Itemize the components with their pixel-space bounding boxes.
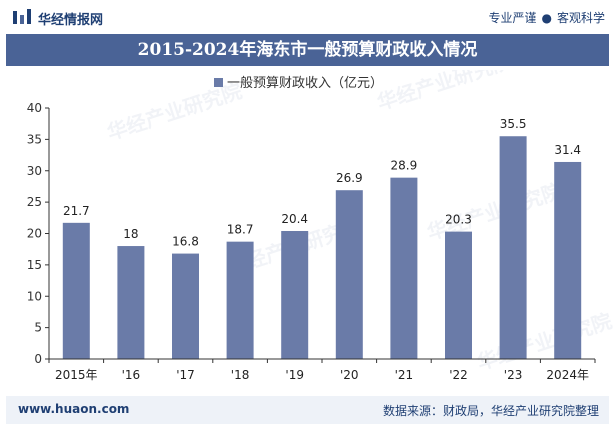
data-label-3: 18.7 (227, 223, 254, 237)
x-tick-label-7: '22 (449, 368, 468, 382)
bar-2 (172, 253, 199, 359)
bar-9 (554, 161, 582, 359)
x-tick-label-9: 2024年 (546, 368, 589, 382)
footer: www.huaon.com 数据来源：财政局，华经产业研究院整理 (6, 396, 609, 424)
data-source: 数据来源：财政局，华经产业研究院整理 (382, 404, 599, 418)
x-tick-label-0: 2015年 (55, 368, 98, 382)
x-tick-label-4: '19 (285, 368, 304, 382)
x-tick-label-8: '23 (504, 368, 523, 382)
data-label-8: 35.5 (500, 117, 527, 131)
y-axis: 0 5 10 15 20 25 30 35 40 (27, 101, 50, 366)
bar-8 (499, 136, 527, 359)
bars: 21.7 18 16.8 18.7 20.4 26.9 28.9 20.3 35.5 31.4 (62, 117, 582, 359)
bar-4 (281, 230, 309, 359)
legend-swatch (214, 78, 223, 87)
x-tick-label-6: '21 (395, 368, 414, 382)
bar-0 (62, 222, 90, 359)
y-tick-label: 30 (27, 164, 42, 178)
y-tick-label: 5 (34, 321, 42, 335)
x-tick-label-5: '20 (340, 368, 359, 382)
top-bar: 华经情报网 专业严谨 ● 客观科学 (0, 0, 615, 34)
bar-5 (335, 190, 363, 359)
y-tick-label: 20 (27, 227, 42, 241)
y-tick-label: 0 (34, 352, 42, 366)
bar-6 (390, 177, 418, 359)
bar-1 (117, 246, 145, 359)
data-label-9: 31.4 (554, 143, 581, 157)
y-tick-label: 10 (27, 289, 42, 303)
x-tick-label-2: '17 (176, 368, 195, 382)
watermark-4: 华经产业研究院 (474, 309, 615, 375)
brand-name: 华经情报网 (38, 13, 104, 28)
x-tick-label-1: '16 (122, 368, 141, 382)
data-label-1: 18 (123, 227, 138, 241)
bar-7 (445, 231, 472, 359)
title-bar: 2015-2024年海东市一般预算财政收入情况 (6, 34, 609, 66)
bar-chart: 华经产业研究院华经产业研究院华经产业研究院华经产业研究院华经产业研究院 一般预算… (27, 70, 615, 382)
watermark-1: 华经产业研究院 (374, 70, 515, 115)
data-label-5: 26.9 (336, 171, 363, 185)
y-tick-label: 15 (27, 258, 42, 272)
data-label-0: 21.7 (63, 204, 90, 218)
watermark-0: 华经产业研究院 (104, 79, 245, 145)
site-url[interactable]: www.huaon.com (18, 402, 130, 416)
legend-label: 一般预算财政收入（亿元） (227, 75, 383, 91)
y-tick-label: 35 (27, 132, 42, 146)
y-tick-label: 40 (27, 101, 42, 115)
x-tick-label-3: '18 (231, 368, 250, 382)
x-axis: 2015年 '16 '17 '18 '19 '20 '21 '22 '23 2024年 (48, 358, 596, 382)
chart-title: 2015-2024年海东市一般预算财政收入情况 (137, 40, 478, 60)
data-label-6: 28.9 (391, 159, 418, 173)
slogan-right: 客观科学 (556, 11, 605, 25)
legend: 一般预算财政收入（亿元） (214, 75, 383, 91)
data-label-2: 16.8 (172, 235, 199, 249)
bar-3 (226, 241, 254, 359)
slogan-dot-icon: ● (541, 11, 552, 25)
brand-logo-icon (13, 9, 31, 24)
y-tick-label: 25 (27, 195, 42, 209)
data-label-4: 20.4 (281, 212, 308, 226)
slogan-left: 专业严谨 (488, 11, 537, 25)
slogan: 专业严谨 ● 客观科学 (488, 9, 605, 26)
data-label-7: 20.3 (445, 213, 472, 227)
